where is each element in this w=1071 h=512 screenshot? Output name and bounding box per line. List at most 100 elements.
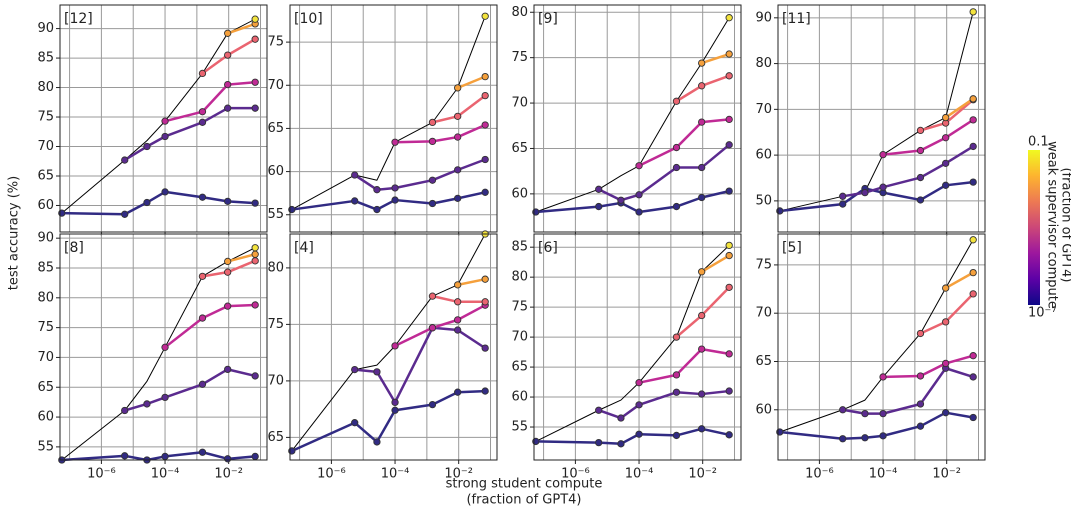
data-point (969, 236, 977, 244)
data-point (969, 116, 977, 124)
data-point (454, 326, 462, 334)
y-tick-label: 60 (267, 164, 284, 179)
data-point (198, 314, 207, 322)
data-point (454, 298, 462, 306)
data-point (635, 379, 643, 387)
y-tick-label: 85 (511, 240, 528, 255)
plot-frame (289, 4, 498, 233)
y-tick-label: 65 (755, 354, 772, 369)
data-point (725, 283, 733, 292)
x-tick-label: 10⁻⁴ (381, 467, 410, 482)
y-tick-label: 65 (267, 430, 284, 445)
data-point (428, 400, 437, 409)
data-point (224, 197, 232, 205)
x-tick-label: 10⁻⁴ (625, 467, 654, 482)
data-point (672, 163, 681, 172)
data-point (481, 72, 489, 81)
data-point (481, 344, 489, 352)
data-point (251, 257, 259, 265)
data-point (595, 406, 603, 414)
data-point (224, 365, 232, 374)
data-point (969, 373, 977, 381)
y-tick-label: 75 (37, 110, 54, 125)
y-tick-label: 70 (755, 102, 772, 117)
panel-annotation: [10] (294, 11, 323, 27)
x-tick-label: 10⁻⁴ (151, 467, 180, 482)
panel-annotation: [6] (538, 240, 558, 256)
data-point (942, 359, 950, 368)
data-point (916, 329, 925, 338)
series-line (842, 145, 974, 198)
y-tick-label: 85 (37, 51, 54, 66)
x-tick-label: 10⁻² (214, 467, 243, 482)
panel-annotation: [5] (782, 240, 802, 256)
data-point (725, 431, 733, 439)
data-point (454, 316, 462, 324)
data-point (969, 413, 977, 422)
y-tick-label: 65 (511, 141, 528, 156)
ceiling-line (779, 239, 974, 433)
y-tick-label: 70 (267, 373, 284, 388)
data-point (942, 159, 950, 168)
colorbar-tick-label: 0.1 (1028, 135, 1049, 150)
data-point (916, 422, 925, 430)
data-point (942, 134, 950, 142)
x-tick-label: 10⁻⁶ (561, 467, 590, 482)
panel-annotation: [9] (538, 11, 558, 27)
data-point (224, 257, 232, 266)
y-tick-label: 75 (755, 257, 772, 272)
y-tick-label: 70 (37, 350, 54, 365)
data-point (879, 373, 887, 381)
x-tick-label: 10⁻⁶ (805, 467, 834, 482)
y-tick-label: 55 (37, 439, 54, 454)
data-point (879, 409, 887, 418)
data-point (198, 380, 207, 388)
data-point (224, 268, 232, 276)
ceiling-line (291, 233, 486, 452)
ceiling-line (535, 17, 730, 213)
data-point (839, 200, 847, 208)
data-point (698, 390, 706, 398)
y-tick-label: 55 (267, 207, 284, 222)
data-point (481, 12, 489, 20)
data-point (969, 8, 977, 16)
y-tick-label: 80 (37, 80, 54, 95)
data-point (672, 143, 681, 152)
data-point (698, 163, 706, 172)
colorbar-title: weak supervisor compute (1045, 141, 1060, 309)
series-line (124, 106, 256, 162)
y-tick-label: 75 (267, 317, 284, 332)
data-point (251, 250, 259, 258)
x-axis-label: (fraction of GPT4) (466, 493, 581, 508)
y-tick-label: 80 (755, 56, 772, 71)
data-point (969, 95, 977, 103)
data-point (698, 311, 706, 320)
data-point (481, 188, 489, 196)
data-point (725, 14, 733, 22)
data-point (251, 301, 259, 309)
y-tick-label: 65 (37, 380, 54, 395)
data-point (198, 108, 207, 116)
data-point (428, 176, 437, 184)
plot-frame (289, 233, 498, 461)
data-point (428, 292, 437, 300)
data-point (725, 350, 733, 358)
y-tick-label: 65 (511, 360, 528, 375)
series-line (457, 277, 486, 287)
y-tick-label: 70 (37, 139, 54, 154)
y-tick-label: 60 (511, 186, 528, 201)
x-axis-label: strong student compute (446, 477, 603, 492)
data-point (725, 241, 733, 250)
data-point (143, 400, 151, 408)
series-line (394, 304, 486, 347)
data-point (698, 425, 706, 433)
plot-frame (533, 233, 742, 461)
data-point (251, 244, 259, 252)
series-line (944, 97, 974, 119)
data-point (969, 142, 977, 151)
data-point (635, 430, 643, 438)
data-point (725, 141, 733, 149)
series-line (457, 75, 486, 90)
data-point (251, 372, 259, 380)
